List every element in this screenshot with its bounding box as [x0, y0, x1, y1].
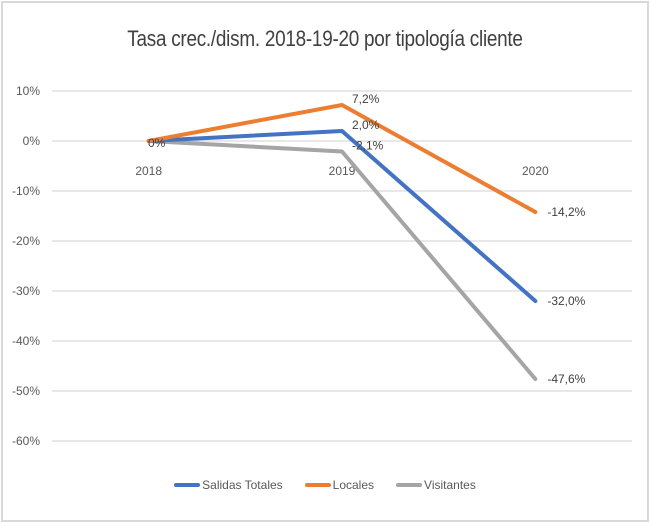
- chart-title: Tasa crec./dism. 2018-19-20 por tipologí…: [127, 26, 523, 51]
- data-label: 2,0%: [352, 118, 380, 132]
- legend: Salidas Totales Locales Visitantes: [0, 478, 650, 492]
- legend-swatch-orange: [304, 483, 331, 487]
- x-tick-label: 2019: [329, 164, 356, 178]
- y-tick-label: -20%: [12, 234, 40, 248]
- series-line-visitantes[interactable]: [146, 139, 538, 381]
- legend-label: Visitantes: [424, 478, 476, 492]
- y-tick-label: -50%: [12, 384, 40, 398]
- y-tick-label: -30%: [12, 284, 40, 298]
- legend-item-salidas-totales[interactable]: Salidas Totales: [174, 478, 283, 492]
- series-line-salidas-totales[interactable]: [146, 129, 538, 303]
- legend-label: Salidas Totales: [202, 478, 283, 492]
- data-label: 0%: [148, 136, 166, 150]
- data-label: -32,0%: [547, 294, 585, 308]
- y-tick-label: -40%: [12, 334, 40, 348]
- legend-swatch-blue: [174, 483, 201, 487]
- data-label: -2,1%: [352, 139, 384, 153]
- legend-label: Locales: [332, 478, 375, 492]
- data-label: 7,2%: [352, 92, 380, 106]
- y-tick-label: 10%: [16, 84, 40, 98]
- y-tick-label: 0%: [23, 134, 41, 148]
- legend-swatch-gray: [396, 483, 423, 487]
- x-tick-label: 2020: [522, 164, 549, 178]
- data-label: -14,2%: [547, 205, 585, 219]
- y-tick-label: -60%: [12, 434, 40, 448]
- legend-item-visitantes[interactable]: Visitantes: [396, 478, 476, 492]
- legend-item-locales[interactable]: Locales: [304, 478, 375, 492]
- x-tick-label: 2018: [135, 164, 162, 178]
- data-label: -47,6%: [547, 372, 585, 386]
- y-tick-label: -10%: [12, 184, 40, 198]
- series-line-locales[interactable]: [146, 103, 538, 214]
